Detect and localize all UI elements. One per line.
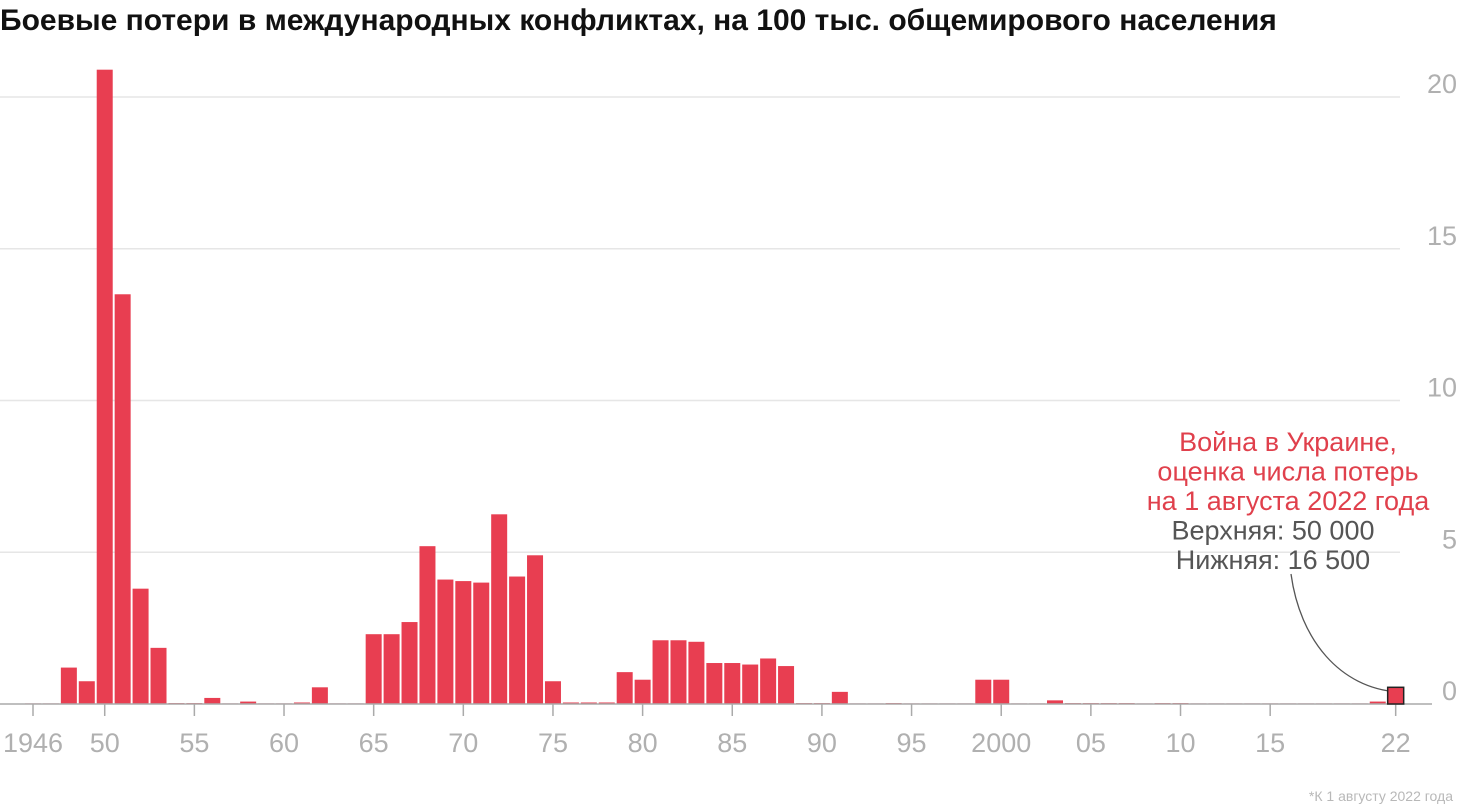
y-tick-label-15: 15 xyxy=(1427,221,1457,251)
bar-1975 xyxy=(544,681,561,704)
annotation-title-line-2: оценка числа потерь xyxy=(1157,457,1418,487)
bar-1970 xyxy=(455,581,472,704)
bar-1988 xyxy=(778,666,795,704)
bar-1968 xyxy=(419,546,436,704)
bar-1967 xyxy=(401,622,418,704)
bar-1953 xyxy=(150,647,167,704)
x-tick-label-22: 22 xyxy=(1381,728,1411,758)
y-tick-label-20: 20 xyxy=(1427,69,1457,99)
bar-1978 xyxy=(598,702,615,704)
bar-1984 xyxy=(706,663,723,704)
bar-1979 xyxy=(616,672,633,704)
bar-2000 xyxy=(993,679,1010,704)
x-tick-label-05: 05 xyxy=(1076,728,1106,758)
x-tick-label-65: 65 xyxy=(359,728,389,758)
bar-1976 xyxy=(562,702,579,704)
bar-1949 xyxy=(78,681,95,704)
bar-1981 xyxy=(652,640,669,704)
y-tick-label-5: 5 xyxy=(1442,524,1457,554)
bar-1982 xyxy=(670,640,687,704)
bar-1980 xyxy=(634,679,651,704)
x-tick-label-50: 50 xyxy=(90,728,120,758)
y-tick-label-0: 0 xyxy=(1442,676,1457,706)
bar-layer xyxy=(25,69,1386,704)
y-axis: 0 5 10 15 20 xyxy=(1427,69,1457,706)
annotation-title-line-3: на 1 августа 2022 года xyxy=(1147,486,1430,516)
bar-1987 xyxy=(760,658,777,704)
bar-1974 xyxy=(527,555,544,704)
annotation-title-line-1: Война в Украине, xyxy=(1179,427,1397,457)
bar-1961 xyxy=(293,702,310,704)
x-tick-label-15: 15 xyxy=(1255,728,1285,758)
bar-1973 xyxy=(509,576,526,704)
bar-1985 xyxy=(724,663,741,704)
bar-1966 xyxy=(383,634,400,704)
x-tick-label-90: 90 xyxy=(807,728,837,758)
y-tick-label-10: 10 xyxy=(1427,373,1457,403)
x-tick-label-1946: 1946 xyxy=(3,728,63,758)
bar-2022-highlight xyxy=(1386,686,1405,705)
bar-1986 xyxy=(742,664,759,704)
bar-1951 xyxy=(114,294,131,704)
bar-1972 xyxy=(491,514,508,704)
bar-1962 xyxy=(311,687,328,704)
footnote: *К 1 августу 2022 года xyxy=(1308,788,1453,804)
bar-1969 xyxy=(437,579,454,704)
bar-1991 xyxy=(831,691,848,704)
x-tick-label-60: 60 xyxy=(269,728,299,758)
x-tick-label-2000: 2000 xyxy=(971,728,1031,758)
bar-2021 xyxy=(1369,701,1386,704)
bar-1952 xyxy=(132,588,149,704)
bar-1958 xyxy=(240,701,257,704)
x-tick-label-85: 85 xyxy=(717,728,747,758)
bar-1948 xyxy=(60,667,77,704)
bar-1971 xyxy=(473,582,490,704)
x-tick-label-80: 80 xyxy=(628,728,658,758)
x-tick-label-75: 75 xyxy=(538,728,568,758)
grid-layer xyxy=(0,96,1400,553)
bar-1983 xyxy=(688,641,705,704)
annotation-estimate-line-1: Верхняя: 50 000 xyxy=(1172,516,1375,546)
chart-title: Боевые потери в международных конфликтах… xyxy=(0,4,1277,37)
bar-1977 xyxy=(580,702,597,704)
bar-1950 xyxy=(96,69,113,704)
x-tick-label-95: 95 xyxy=(897,728,927,758)
annotation-estimate-line-2: Нижняя: 16 500 xyxy=(1176,545,1370,575)
annotation-leader-line xyxy=(1290,573,1399,693)
x-tick-label-70: 70 xyxy=(448,728,478,758)
x-axis: 1946 50 55 60 65 70 75 80 85 90 95 2000 05 10 15 22 xyxy=(0,703,1432,758)
x-tick-label-55: 55 xyxy=(179,728,209,758)
x-tick-label-10: 10 xyxy=(1165,728,1195,758)
bar-2003 xyxy=(1047,700,1064,704)
bar-1956 xyxy=(204,697,221,704)
bar-1999 xyxy=(975,679,992,704)
bar-1965 xyxy=(365,634,382,704)
